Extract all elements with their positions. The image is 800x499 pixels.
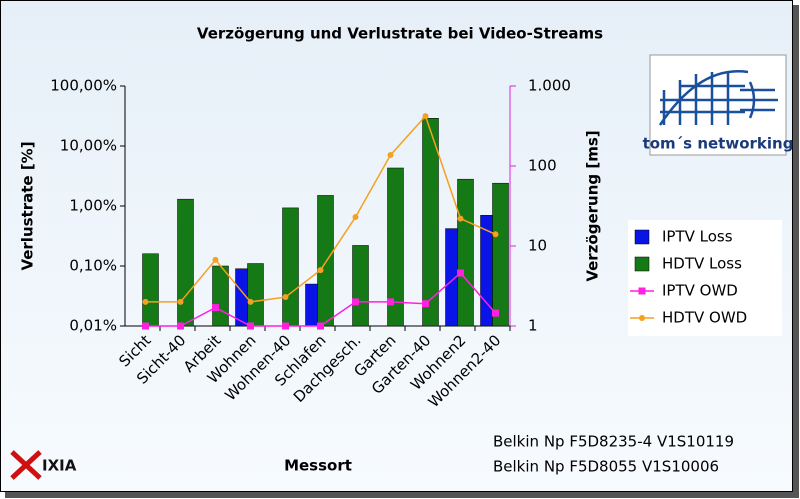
- bar: [387, 167, 404, 327]
- logo-text: IXIA: [42, 457, 77, 475]
- legend-label: IPTV OWD: [662, 282, 738, 300]
- point: [177, 298, 184, 305]
- legend-swatch: [634, 256, 650, 272]
- y-tick-label: 100,00%: [50, 77, 117, 95]
- legend-box: [628, 220, 782, 336]
- y2-tick-label: 1.000: [528, 77, 571, 95]
- bar: [212, 265, 229, 327]
- y-tick-label: 10,00%: [60, 137, 117, 155]
- logo-mark: [10, 450, 42, 480]
- legend-label: HDTV OWD: [662, 309, 747, 327]
- y-tick-label: 1,00%: [69, 197, 117, 215]
- y2-tick-label: 1: [528, 317, 538, 335]
- point: [212, 304, 219, 312]
- point: [492, 231, 499, 238]
- bar: [422, 118, 439, 327]
- footnote: Belkin Np F5D8055 V1S10006: [493, 458, 719, 476]
- legend-label: HDTV Loss: [662, 255, 742, 273]
- point: [247, 298, 254, 305]
- bar: [235, 268, 248, 327]
- point: [387, 152, 394, 159]
- point: [352, 214, 359, 221]
- point: [387, 298, 394, 306]
- point: [422, 300, 429, 308]
- bar: [492, 182, 509, 327]
- point: [457, 215, 464, 222]
- point: [282, 322, 289, 330]
- point: [142, 322, 149, 330]
- point: [317, 267, 324, 274]
- footnote: Belkin Np F5D8235-4 V1S10119: [493, 433, 734, 451]
- logo-text: tom´s networking: [643, 135, 794, 153]
- bar: [352, 245, 369, 327]
- logo-graphic: [658, 70, 778, 126]
- point: [142, 298, 149, 305]
- y2-tick-label: 10: [528, 237, 547, 255]
- point: [177, 322, 184, 330]
- bar: [247, 263, 264, 327]
- y2-tick-label: 100: [528, 157, 557, 175]
- legend-marker: [639, 315, 645, 321]
- point: [212, 256, 219, 263]
- point: [492, 309, 499, 317]
- bar: [305, 283, 318, 327]
- legend-label: IPTV Loss: [662, 228, 733, 246]
- point: [422, 113, 429, 120]
- legend-swatch: [634, 229, 650, 245]
- logo-toms: tom´s networking: [643, 54, 794, 156]
- bar: [457, 178, 474, 327]
- x-axis-title: Messort: [284, 457, 352, 475]
- point: [457, 269, 464, 277]
- point: [352, 298, 359, 306]
- legend-marker: [638, 287, 646, 295]
- point: [317, 322, 324, 330]
- y-tick-label: 0,01%: [69, 317, 117, 335]
- bar: [177, 198, 194, 327]
- point: [247, 322, 254, 330]
- y-tick-label: 0,10%: [69, 257, 117, 275]
- legend: IPTV Loss HDTV Loss IPTV OWD HDTV OWD: [628, 220, 782, 336]
- bar: [282, 207, 299, 327]
- bar: [142, 253, 159, 327]
- logo-box: [649, 54, 787, 156]
- y-axis-title: Verlustrate [%]: [19, 141, 37, 270]
- logo-ixia: IXIA: [10, 450, 77, 480]
- chart-title: Verzögerung und Verlustrate bei Video-St…: [197, 25, 603, 43]
- point: [282, 294, 289, 301]
- bar: [317, 195, 334, 327]
- y2-axis-title: Verzögerung [ms]: [584, 130, 602, 281]
